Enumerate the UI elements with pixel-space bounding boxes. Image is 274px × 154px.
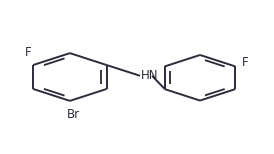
- Text: HN: HN: [141, 69, 158, 82]
- Text: F: F: [25, 46, 32, 59]
- Text: Br: Br: [67, 108, 80, 121]
- Text: F: F: [242, 57, 249, 69]
